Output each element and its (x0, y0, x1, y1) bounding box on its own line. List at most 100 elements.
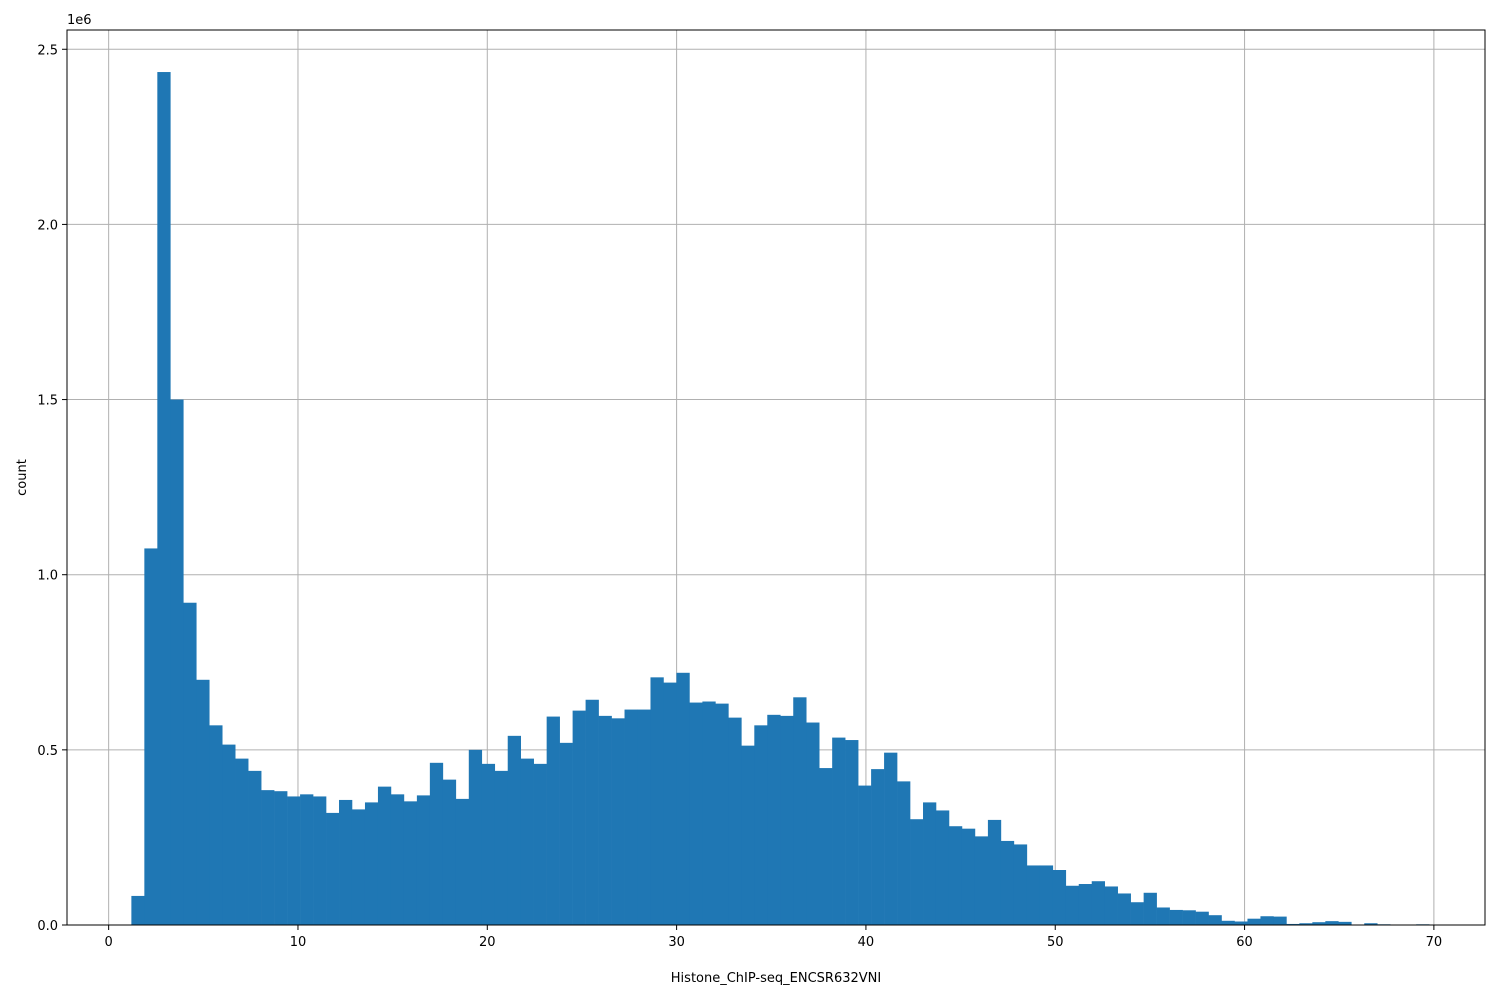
y-tick-label: 2.5 (37, 43, 58, 58)
histogram-bar (611, 718, 625, 925)
histogram-bar (533, 763, 547, 925)
histogram-bar (520, 758, 534, 925)
y-tick-label: 0.5 (37, 744, 58, 759)
histogram-bar (1221, 920, 1235, 925)
histogram-bar (910, 819, 924, 925)
histogram-bar (780, 715, 794, 925)
x-tick-label: 0 (105, 935, 113, 950)
histogram-bar (935, 810, 950, 925)
histogram-bar (923, 802, 937, 925)
histogram-bar (442, 779, 457, 925)
histogram-bar (222, 744, 236, 925)
x-tick-label: 60 (1236, 935, 1253, 950)
histogram-bar (806, 722, 820, 925)
x-tick-label: 50 (1047, 935, 1064, 950)
histogram-bar (637, 709, 651, 925)
histogram-bar (1052, 870, 1067, 925)
y-tick-label: 1.0 (37, 569, 58, 584)
histogram-bar (274, 791, 288, 925)
histogram-bar (1299, 923, 1313, 925)
histogram-bar (728, 717, 742, 925)
histogram-bar (1130, 902, 1144, 925)
histogram-bar (1039, 865, 1054, 925)
histogram-bar (546, 716, 560, 925)
histogram-bar (715, 703, 729, 925)
histogram-bar (624, 709, 638, 925)
histogram-bar (157, 72, 171, 926)
histogram-bar (832, 737, 846, 925)
histogram-bar (170, 399, 184, 925)
x-axis-ticks: 0 10 20 30 40 50 60 70 (105, 925, 1443, 950)
histogram-bar (1260, 916, 1274, 925)
x-tick-label: 40 (858, 935, 875, 950)
histogram-bar (1312, 922, 1326, 925)
histogram-bar (702, 701, 716, 925)
histogram-bar (403, 801, 418, 925)
y-tick-label: 0.0 (37, 919, 58, 934)
histogram-bar (1325, 921, 1339, 925)
y-tick-label: 1.5 (37, 394, 58, 409)
x-tick-label: 20 (479, 935, 496, 950)
histogram-bar (1286, 923, 1300, 925)
histogram-bar (1338, 921, 1352, 925)
histogram-bar (572, 710, 586, 925)
histogram-bar (1117, 893, 1131, 925)
x-tick-label: 30 (668, 935, 685, 950)
histogram-bar (300, 794, 314, 925)
histogram-bar (1156, 907, 1170, 925)
histogram-bar (897, 781, 911, 925)
histogram-bar (819, 768, 833, 925)
histogram-bar (377, 786, 392, 925)
y-tick-label: 2.0 (37, 218, 58, 233)
histogram-bar (183, 602, 197, 925)
histogram-bar (585, 699, 599, 925)
histogram-bar (1208, 915, 1222, 925)
y-axis-offset-text: 1e6 (67, 13, 92, 28)
histogram-bar (416, 795, 431, 925)
histogram-bar (351, 809, 366, 925)
histogram-bar (767, 714, 781, 925)
histogram-bar (676, 672, 690, 925)
histogram-bar (884, 752, 898, 925)
histogram-bars (131, 72, 1430, 926)
x-tick-label: 70 (1426, 935, 1443, 950)
histogram-bar (131, 895, 145, 925)
histogram-bar (689, 702, 703, 925)
histogram-bar (1182, 910, 1196, 925)
histogram-bar (845, 740, 859, 925)
histogram-bar (1065, 885, 1080, 925)
histogram-bar (196, 679, 210, 925)
histogram-bar (663, 682, 677, 925)
grid-lines (67, 30, 1485, 926)
histogram-bar (598, 715, 612, 925)
histogram-bar (1273, 916, 1287, 925)
histogram-bar (961, 828, 976, 925)
histogram-bar (1234, 921, 1248, 925)
histogram-bar (858, 785, 872, 925)
histogram-bar (650, 677, 664, 925)
histogram-bar (974, 836, 989, 925)
histogram-bar (429, 762, 444, 925)
histogram-bar (871, 769, 885, 925)
histogram-bar (364, 802, 379, 925)
histogram-bar (987, 819, 1002, 925)
plot-frame (66, 29, 1486, 926)
histogram-bar (455, 798, 470, 925)
histogram-bar (948, 826, 963, 925)
histogram-bar (261, 790, 275, 925)
histogram-bar (1143, 892, 1157, 925)
histogram-bar (1195, 911, 1209, 925)
y-axis-ticks: 0.0 0.5 1.0 1.5 2.0 2.5 (37, 43, 67, 934)
histogram-bar (326, 812, 340, 925)
histogram-bar (390, 794, 405, 925)
histogram-bar (1078, 884, 1093, 925)
histogram-bar (144, 548, 158, 925)
histogram-bar (793, 697, 807, 925)
histogram-bar (1104, 886, 1118, 925)
histogram-bar (1364, 923, 1378, 925)
y-axis-label: count (15, 459, 30, 496)
histogram-bar (1169, 909, 1183, 925)
histogram-bar (754, 725, 768, 925)
histogram-bar (1000, 840, 1015, 925)
histogram-bar (1026, 865, 1041, 925)
